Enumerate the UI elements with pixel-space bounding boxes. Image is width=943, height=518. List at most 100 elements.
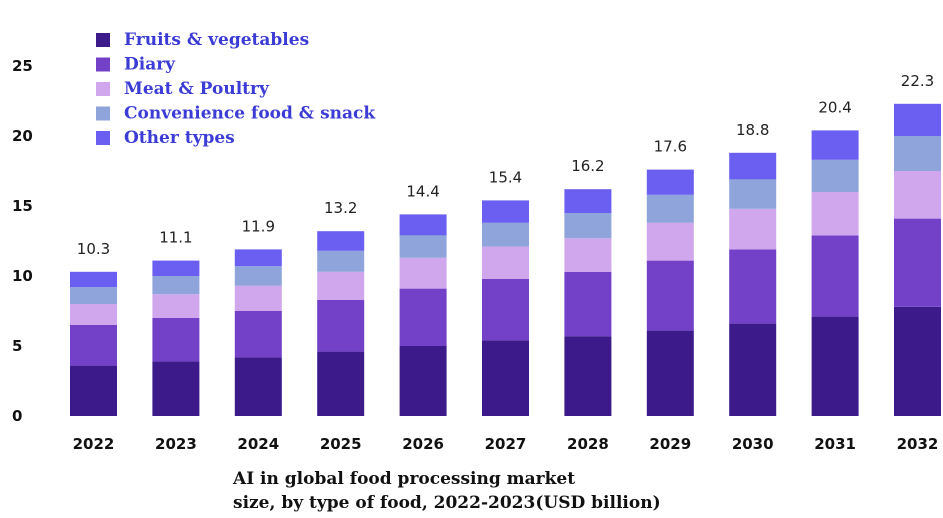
bar-segment: [399, 235, 447, 258]
bar-segment: [482, 340, 529, 416]
bar-segment: [564, 238, 612, 272]
x-tick-label: 2028: [567, 435, 609, 453]
total-labels: 10.3 11.1 11.9 13.2 14.4 15.4 16.2 17.6 18.8 20.4…: [77, 72, 934, 258]
bar-segment: [317, 231, 365, 251]
bar-segment: [482, 222, 529, 247]
x-axis: 2022 2023 2024 2025 2026 2027 2028 2029 2030 2031…: [73, 435, 939, 453]
bar-segment: [811, 192, 859, 236]
legend-label: Convenience food & snack: [124, 104, 376, 124]
x-tick-label: 2030: [732, 435, 774, 453]
bar-segment: [894, 103, 941, 136]
chart-caption-line-2: size, by type of food, 2022-2023(USD bil…: [233, 493, 661, 513]
legend-swatch: [96, 131, 110, 145]
total-label: 16.2: [571, 157, 604, 175]
x-tick-label: 2031: [814, 435, 856, 453]
bar-segment: [399, 288, 447, 346]
bar-segment: [811, 316, 859, 416]
total-label: 11.9: [242, 217, 275, 235]
bar-segment: [811, 130, 859, 160]
y-tick-label: 15: [12, 197, 33, 215]
x-tick-label: 2025: [320, 435, 362, 453]
legend-label: Other types: [124, 128, 235, 148]
bar-stacks: [70, 103, 941, 416]
bar-segment: [729, 208, 777, 250]
bar-segment: [729, 152, 777, 180]
x-tick-label: 2027: [485, 435, 527, 453]
bar-segment: [152, 318, 200, 362]
x-tick-label: 2022: [73, 435, 115, 453]
legend-swatch: [96, 57, 110, 72]
bar-segment: [646, 169, 694, 195]
bar-segment: [646, 260, 694, 331]
bar-segment: [70, 304, 117, 325]
bar-segment: [729, 249, 777, 324]
bar-segment: [646, 222, 694, 261]
bar-segment: [564, 189, 612, 213]
legend-label: Diary: [124, 55, 176, 75]
bar-segment: [646, 194, 694, 223]
bar-segment: [894, 171, 941, 219]
legend: Fruits & vegetables Diary Meat & Poultry Co…: [96, 30, 376, 148]
bar-segment: [70, 365, 117, 416]
bar-segment: [482, 246, 529, 279]
total-label: 14.4: [406, 182, 439, 200]
bar-segment: [564, 336, 612, 416]
x-tick-label: 2023: [155, 435, 197, 453]
bar-segment: [234, 285, 282, 311]
bar-segment: [729, 179, 777, 209]
bar-segment: [894, 218, 941, 307]
bar-segment: [894, 136, 941, 171]
total-label: 22.3: [901, 72, 934, 90]
bar-segment: [234, 311, 282, 358]
chart-caption-line-1: AI in global food processing market: [232, 469, 575, 489]
y-tick-label: 25: [12, 57, 33, 75]
total-label: 11.1: [159, 229, 192, 247]
bar-segment: [564, 213, 612, 239]
y-tick-label: 10: [12, 267, 33, 285]
x-tick-label: 2024: [237, 435, 279, 453]
total-label: 13.2: [324, 199, 357, 217]
bar-segment: [152, 260, 200, 276]
legend-swatch: [96, 33, 110, 47]
bar-segment: [152, 294, 200, 318]
bar-segment: [482, 200, 529, 223]
bar-segment: [234, 266, 282, 286]
bar-segment: [564, 271, 612, 337]
legend-swatch: [96, 82, 110, 96]
y-tick-label: 20: [12, 127, 33, 145]
bar-segment: [70, 287, 117, 304]
total-label: 18.8: [736, 121, 769, 139]
bar-segment: [729, 323, 777, 416]
bar-segment: [234, 249, 282, 267]
bar-segment: [234, 357, 282, 416]
bar-segment: [317, 351, 365, 416]
bar-segment: [317, 271, 365, 300]
y-tick-label: 0: [12, 407, 22, 425]
legend-label: Meat & Poultry: [124, 79, 270, 99]
x-tick-label: 2029: [649, 435, 691, 453]
y-axis: 0 5 10 15 20 25: [12, 57, 33, 425]
legend-swatch: [96, 106, 110, 121]
x-tick-label: 2026: [402, 435, 444, 453]
bar-segment: [399, 346, 447, 416]
total-label: 10.3: [77, 240, 110, 258]
total-label: 17.6: [654, 138, 687, 156]
bar-segment: [811, 159, 859, 192]
bar-segment: [152, 276, 200, 295]
bar-segment: [152, 361, 200, 416]
bar-segment: [646, 330, 694, 416]
bar-segment: [399, 214, 447, 236]
bar-segment: [482, 278, 529, 341]
bar-segment: [317, 250, 365, 272]
bar-segment: [894, 306, 941, 416]
bar-segment: [317, 299, 365, 352]
total-label: 15.4: [489, 168, 522, 186]
x-tick-label: 2032: [897, 435, 939, 453]
y-tick-label: 5: [12, 337, 22, 355]
bar-segment: [70, 325, 117, 366]
legend-label: Fruits & vegetables: [124, 30, 309, 50]
bar-segment: [399, 257, 447, 289]
total-label: 20.4: [818, 98, 851, 116]
bar-segment: [811, 235, 859, 317]
